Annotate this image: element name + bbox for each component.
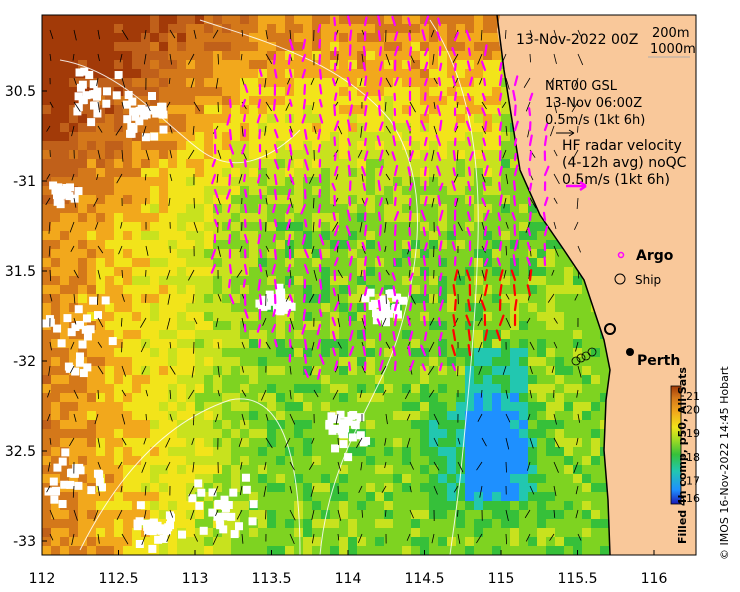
colorbar-tick-label: 16 xyxy=(686,492,700,505)
y-tick-label: 31.5 xyxy=(5,264,36,280)
x-tick-label: 112 xyxy=(29,571,56,587)
y-tick-label: 32.5 xyxy=(5,444,36,460)
ship-track xyxy=(571,323,616,366)
y-tick-label: -33 xyxy=(13,534,36,550)
city-label-perth: Perth xyxy=(637,353,680,369)
gsl-time: 13-Nov 06:00Z xyxy=(545,96,642,111)
contour-label-200m: 200m xyxy=(652,26,689,41)
plot-frame xyxy=(41,14,697,556)
x-tick-label: 114 xyxy=(335,571,362,587)
x-tick-label: 113 xyxy=(182,571,209,587)
cloud-gaps xyxy=(42,67,408,553)
ship-icon xyxy=(614,273,626,285)
x-axis: 112 112.5 113 113.5 114 114.5 115 115.5 116 xyxy=(29,550,668,587)
colorbar-gradient xyxy=(670,385,682,505)
argo-icon xyxy=(617,251,625,259)
colorbar-tick-label: 21 xyxy=(686,390,700,403)
gsl-scale-arrow xyxy=(556,129,575,137)
y-tick-label: -32 xyxy=(13,354,36,370)
x-tick-label: 115 xyxy=(488,571,515,587)
hf-scale-arrow xyxy=(566,180,587,192)
colorbar-tick-label: 19 xyxy=(686,427,700,440)
perth-marker xyxy=(626,348,634,356)
hf-radar-vectors xyxy=(210,15,550,380)
legend-argo: Argo xyxy=(636,248,674,264)
y-axis: 30.5 -31 31.5 -32 32.5 -33 xyxy=(5,84,47,550)
x-tick-label: 112.5 xyxy=(98,571,138,587)
x-tick-label: 115.5 xyxy=(557,571,597,587)
colorbar-title: Filled 4h comp, p50, All Sats xyxy=(676,367,689,544)
x-tick-label: 113.5 xyxy=(251,571,291,587)
map-plot-area xyxy=(42,15,696,555)
colorbar-tick-label: 20 xyxy=(686,404,700,417)
gsl-velocity-vectors xyxy=(45,29,584,546)
hf-scale: 0.5m/s (1kt 6h) xyxy=(562,172,670,188)
x-tick-label: 116 xyxy=(641,571,668,587)
land-mass xyxy=(497,15,696,555)
hf-title: HF radar velocity xyxy=(562,138,682,154)
hf-subtitle: (4-12h avg) noQC xyxy=(562,155,687,171)
y-tick-label: -31 xyxy=(13,174,36,190)
gsl-title: NRT00 GSL xyxy=(545,79,618,94)
x-tick-label: 114.5 xyxy=(404,571,444,587)
timestamp-label: 13-Nov-2022 00Z xyxy=(516,32,638,48)
contour-label-1000m: 1000m xyxy=(650,42,696,57)
colorbar-tick-label: 17 xyxy=(686,474,700,487)
colorbar-tick-label: 18 xyxy=(686,451,700,464)
y-tick-label: 30.5 xyxy=(5,84,36,100)
legend-ship: Ship xyxy=(635,273,661,287)
gsl-scale: 0.5m/s (1kt 6h) xyxy=(545,113,645,128)
credit-text: © IMOS 16-Nov-2022 14:45 Hobart xyxy=(718,366,731,560)
coastline xyxy=(496,15,611,555)
